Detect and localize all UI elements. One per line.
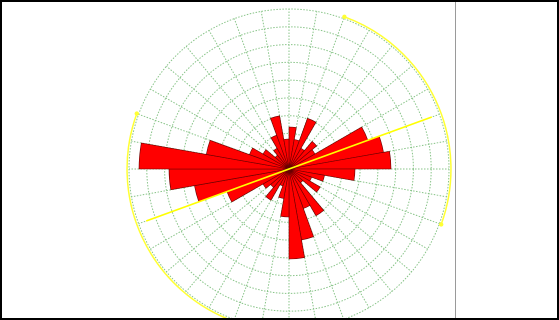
rose-diagram [2,2,455,318]
side-panel [456,2,557,318]
range-arc-end [135,111,139,115]
range-arc-end [342,15,346,19]
range-arc-end [439,222,443,226]
petal-bars [139,116,391,259]
rose-diagram-panel [2,2,455,318]
range-arc [344,17,451,225]
